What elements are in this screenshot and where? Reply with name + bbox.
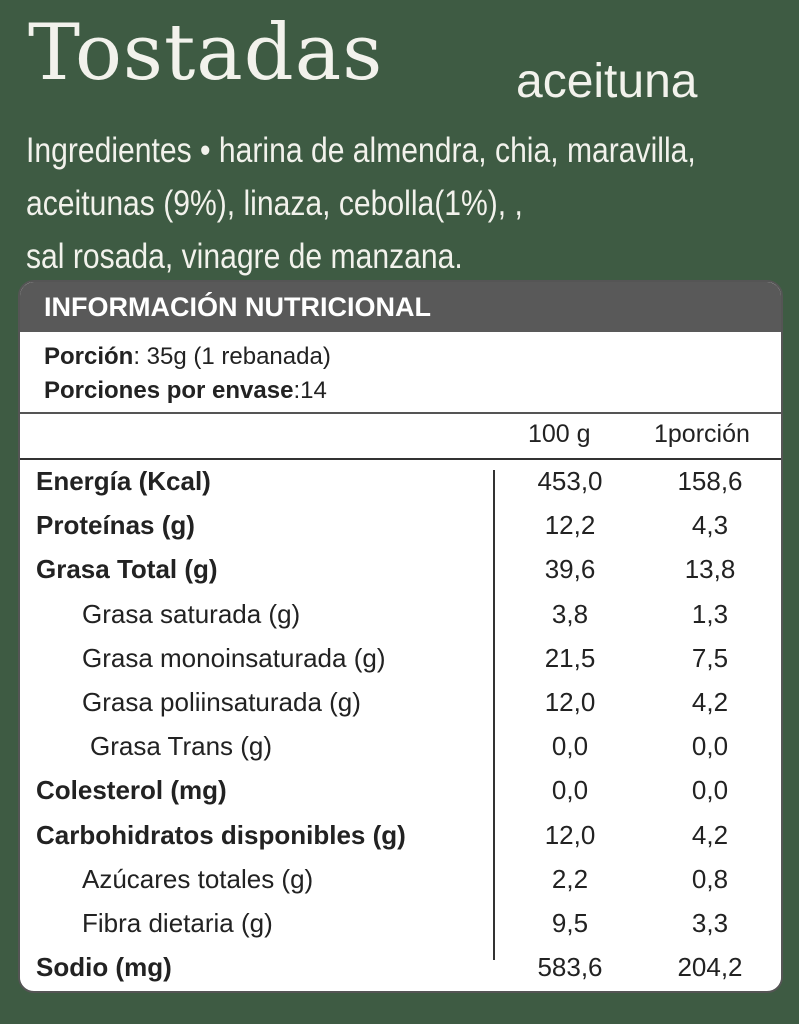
portion-info: Porción: 35g (1 rebanada) Porciones por … (20, 332, 781, 414)
servings-value: :14 (293, 377, 327, 404)
title-block: Tostadas aceituna (28, 6, 788, 116)
nutrition-row: Grasa poliinsaturada (g) 12,0 4,2 (20, 681, 781, 725)
value-100g: 12,2 (544, 510, 596, 541)
column-portion: 1porción (654, 420, 750, 448)
value-100g: 12,0 (544, 686, 596, 717)
value-portion: 158,6 (677, 466, 743, 496)
servings-label: Porciones por envase (44, 377, 294, 404)
product-title: Tostadas (28, 8, 384, 98)
value-portion: 204,2 (677, 952, 743, 983)
nutrition-row: Fibra dietaria (g) 9,5 3,3 (20, 902, 781, 946)
nutrient-label: Fibra dietaria (g) (82, 907, 273, 938)
product-subtitle: aceituna (516, 55, 698, 108)
value-portion: 3,3 (691, 907, 729, 938)
value-100g: 0,0 (551, 731, 589, 762)
nutrition-row: Carbohidratos disponibles (g) 12,0 4,2 (20, 814, 781, 858)
nutrient-label: Sodio (mg) (36, 952, 172, 983)
value-portion: 0,8 (691, 863, 729, 894)
nutrition-panel: INFORMACIÓN NUTRICIONAL Porción: 35g (1 … (18, 280, 783, 993)
nutrient-label: Grasa poliinsaturada (g) (82, 686, 361, 717)
nutrition-rows: Energía (Kcal) 453,0 158,6 Proteínas (g) 12,… (20, 460, 781, 991)
nutrition-row: Grasa Total (g) 39,6 13,8 (20, 548, 781, 592)
nutrition-row: Grasa saturada (g) 3,8 1,3 (20, 593, 781, 637)
value-100g: 453,0 (537, 466, 603, 496)
ingredients-line: aceitunas (9%), linaza, cebolla(1%), , (26, 184, 523, 223)
nutrient-label: Grasa saturada (g) (82, 598, 301, 629)
value-100g: 0,0 (551, 775, 589, 806)
value-100g: 9,5 (551, 907, 589, 938)
value-portion: 1,3 (691, 598, 729, 629)
value-portion: 4,3 (691, 510, 729, 541)
value-portion: 13,8 (684, 554, 736, 585)
value-portion: 0,0 (691, 731, 729, 762)
column-100g: 100 g (528, 420, 591, 448)
nutrition-row: Grasa Trans (g) 0,0 0,0 (20, 725, 781, 769)
ingredients-line: sal rosada, vinagre de manzana. (26, 237, 463, 276)
servings-row: Porciones por envase:14 (44, 374, 781, 408)
column-divider (493, 470, 495, 960)
nutrition-header: INFORMACIÓN NUTRICIONAL (20, 282, 781, 332)
value-portion: 4,2 (691, 686, 729, 717)
nutrient-label: Energía (Kcal) (36, 466, 211, 496)
portion-label: Porción (44, 343, 134, 370)
portion-value: : 35g (1 rebanada) (133, 343, 331, 370)
value-100g: 12,0 (544, 819, 596, 850)
nutrient-label: Grasa Trans (g) (90, 731, 273, 762)
value-portion: 7,5 (691, 642, 729, 673)
ingredients-text: Ingredientes • harina de almendra, chia,… (26, 124, 783, 283)
nutrition-row: Azúcares totales (g) 2,2 0,8 (20, 858, 781, 902)
value-100g: 2,2 (551, 863, 589, 894)
nutrient-label: Azúcares totales (g) (82, 863, 314, 894)
nutrient-label: Grasa monoinsaturada (g) (82, 642, 386, 673)
nutrition-row: Energía (Kcal) 453,0 158,6 (20, 460, 781, 504)
portion-row: Porción: 35g (1 rebanada) (44, 340, 781, 374)
nutrient-label: Colesterol (mg) (36, 775, 227, 806)
value-portion: 4,2 (691, 819, 729, 850)
nutrient-label: Proteínas (g) (36, 510, 195, 541)
value-portion: 0,0 (691, 775, 729, 806)
value-100g: 583,6 (537, 952, 603, 983)
nutrition-row: Grasa monoinsaturada (g) 21,5 7,5 (20, 637, 781, 681)
value-100g: 21,5 (544, 642, 596, 673)
ingredients-line: Ingredientes • harina de almendra, chia,… (26, 131, 696, 170)
nutrition-row: Colesterol (mg) 0,0 0,0 (20, 769, 781, 813)
nutrient-label: Carbohidratos disponibles (g) (36, 819, 406, 850)
value-100g: 3,8 (551, 598, 589, 629)
value-100g: 39,6 (544, 554, 596, 585)
column-headers: 100 g 1porción (20, 414, 781, 460)
nutrient-label: Grasa Total (g) (36, 554, 218, 585)
nutrition-row: Sodio (mg) 583,6 204,2 (20, 946, 781, 990)
nutrition-row: Proteínas (g) 12,2 4,3 (20, 504, 781, 548)
